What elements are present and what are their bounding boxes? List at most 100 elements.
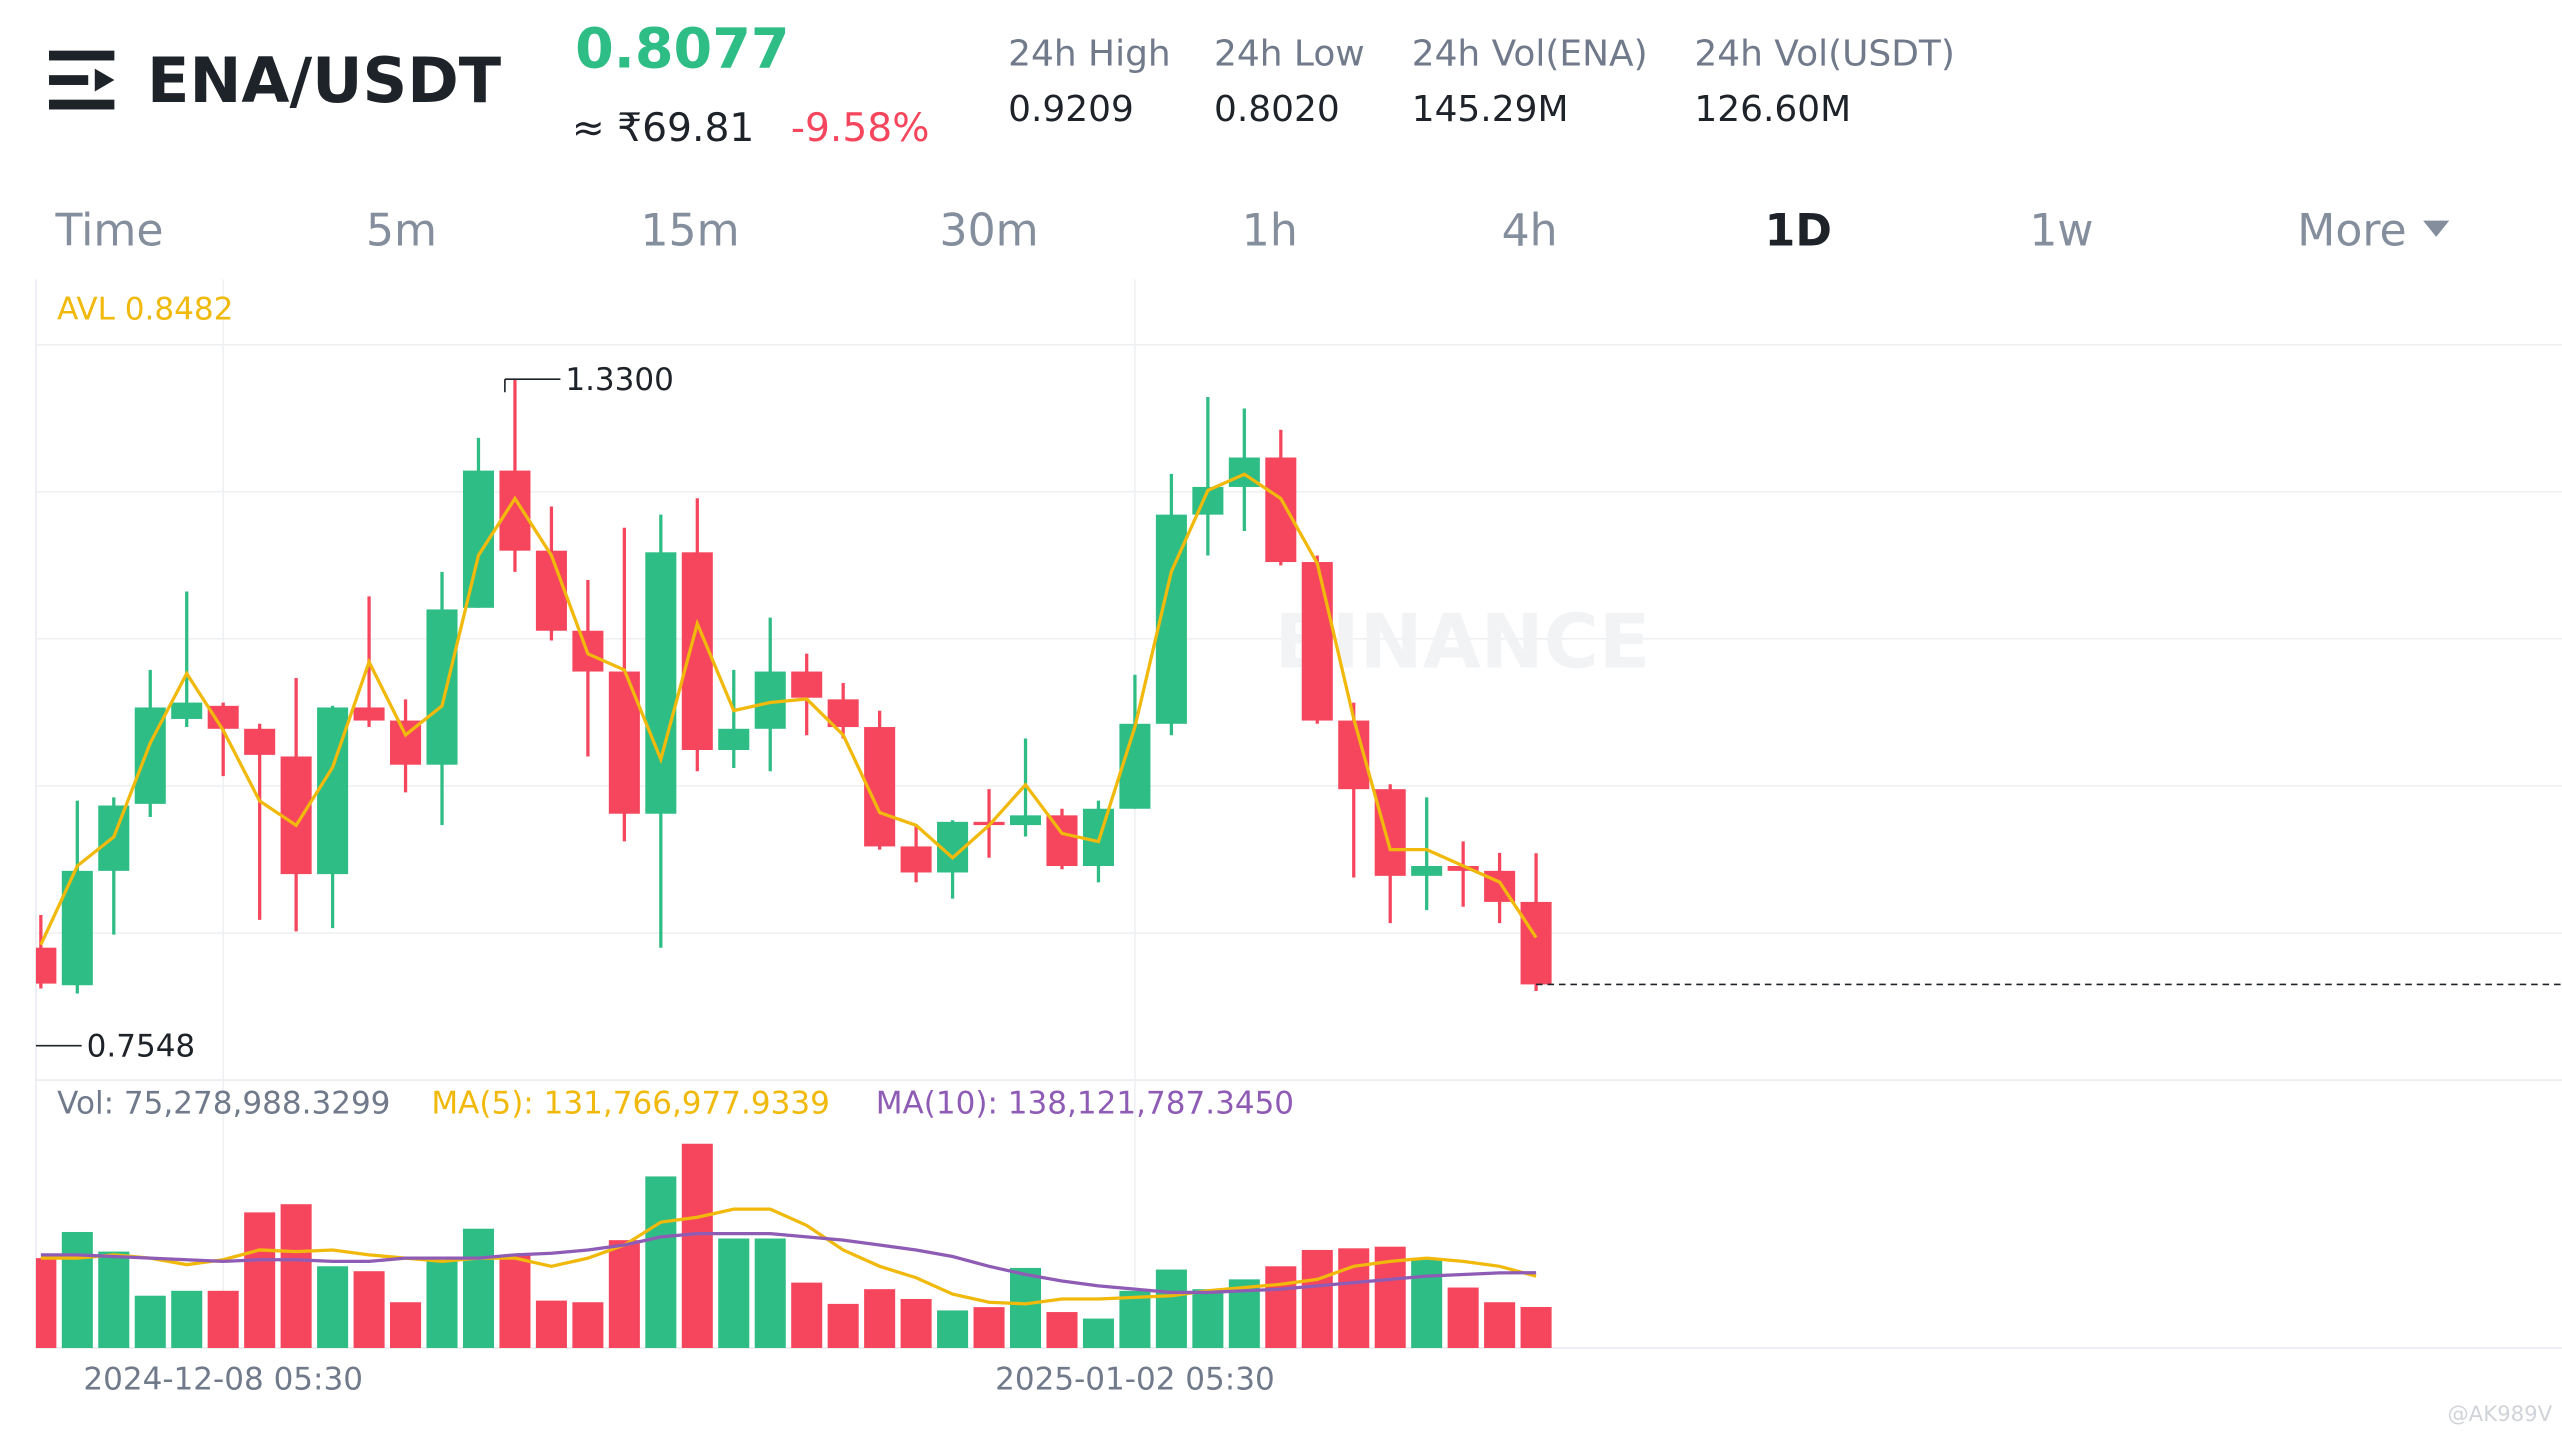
menu-icon[interactable] (49, 50, 115, 110)
candle-body (535, 550, 567, 631)
candle-body (1520, 901, 1552, 985)
tab[interactable]: 1D (1765, 206, 1832, 257)
tab[interactable]: 4h (1502, 206, 1558, 257)
annotation-label: 0.7548 (87, 1028, 196, 1064)
volume-bar (244, 1212, 276, 1348)
volume-bar (98, 1251, 130, 1348)
stat-label: 24h Vol(USDT) (1694, 34, 1954, 75)
candle-body (900, 846, 932, 873)
stat-value: 0.9209 (1008, 89, 1134, 130)
volume-bar (827, 1303, 859, 1348)
volume-bar (134, 1295, 166, 1348)
tab[interactable]: More (2297, 206, 2406, 257)
tab[interactable]: 15m (641, 206, 740, 257)
volume-bar (280, 1204, 312, 1348)
change: -9.58% (791, 106, 930, 151)
candle-body (499, 470, 531, 551)
volume-bar (718, 1238, 750, 1348)
candle-body (353, 707, 385, 721)
fiat-price: ≈ ₹69.81 (572, 106, 754, 151)
volume-bar (791, 1282, 823, 1348)
candle-body (426, 609, 458, 765)
candle-body (1009, 815, 1042, 826)
candle-body (645, 552, 677, 814)
candle-body (1411, 865, 1443, 876)
x-tick-label: 2024-12-08 05:30 (83, 1362, 363, 1398)
volume-bar (61, 1231, 93, 1348)
tab[interactable]: 30m (940, 206, 1039, 257)
volume-bar (317, 1266, 349, 1348)
dropdown-arrow (2423, 220, 2450, 237)
stat-label: 24h Low (1214, 34, 1365, 75)
volume-bar (1192, 1289, 1224, 1348)
candle-body (718, 728, 750, 750)
volume-bar (681, 1143, 713, 1348)
volume-bar (426, 1261, 458, 1348)
tab[interactable]: 1w (2029, 206, 2093, 257)
stat-value: 145.29M (1412, 89, 1569, 130)
volume-bar (973, 1307, 1005, 1348)
ma10-label: MA(10): 138,121,787.3450 (876, 1086, 1294, 1122)
ma5-label: MA(5): 131,766,977.9339 (431, 1086, 830, 1122)
candle-body (244, 728, 276, 755)
candle-body (791, 671, 823, 698)
volume-bar (1301, 1249, 1333, 1348)
x-tick-label: 2025-01-02 05:30 (995, 1362, 1275, 1398)
volume-bar (1520, 1306, 1552, 1348)
volume-bar (353, 1271, 385, 1348)
candle-body (1119, 723, 1151, 809)
avl-label: AVL 0.8482 (57, 291, 233, 327)
line (40, 1207, 1537, 1306)
line (39, 472, 1538, 946)
volume-bar (1265, 1266, 1297, 1348)
pair: ENA/USDT (147, 44, 502, 117)
candle-body (1046, 815, 1078, 866)
volume-bar (1447, 1287, 1479, 1348)
volume-bar (35, 1258, 57, 1348)
annotation-label: 1.3300 (565, 362, 674, 398)
tab[interactable]: Time (55, 206, 164, 257)
volume-bar (754, 1238, 786, 1348)
candle-body (1301, 562, 1333, 721)
stat-label: 24h Vol(ENA) (1412, 34, 1648, 75)
volume-bar (499, 1254, 531, 1348)
volume-label: Vol: 75,278,988.3299 (57, 1086, 390, 1122)
candle-body (171, 702, 203, 719)
tab[interactable]: 1h (1242, 206, 1298, 257)
tab[interactable]: 5m (366, 206, 437, 257)
candle-body (827, 699, 859, 728)
volume-bar (535, 1300, 567, 1348)
candle-body (207, 705, 239, 729)
volume-bar (1046, 1312, 1078, 1348)
line (40, 1231, 1537, 1295)
candle-body (1374, 789, 1406, 876)
volume-bar (390, 1302, 422, 1348)
volume-bar (864, 1289, 896, 1348)
volume-bar (645, 1176, 677, 1348)
volume-bar (572, 1302, 604, 1348)
last-price: 0.8077 (575, 16, 789, 81)
volume-bar (207, 1290, 239, 1348)
volume-bar (1484, 1302, 1516, 1348)
volume-bar (608, 1240, 640, 1348)
candle-body (1265, 457, 1297, 563)
stat-value: 126.60M (1694, 89, 1851, 130)
candle-body (35, 947, 57, 984)
candle-body (1447, 865, 1479, 871)
volume-bar (1155, 1269, 1187, 1348)
volume-bar (1119, 1290, 1151, 1348)
volume-bar (1009, 1267, 1042, 1348)
volume-bar (462, 1228, 495, 1348)
stat-value: 0.8020 (1214, 89, 1340, 130)
stat-label: 24h High (1008, 34, 1171, 75)
volume-bar (171, 1290, 203, 1348)
footer-watermark: @AK989V (2447, 1402, 2552, 1427)
volume-bar (1411, 1258, 1443, 1348)
volume-bar (1082, 1318, 1114, 1348)
candle-body (280, 756, 312, 875)
plot (35, 379, 1552, 1348)
volume-bar (937, 1310, 969, 1348)
volume-bar (900, 1298, 932, 1348)
